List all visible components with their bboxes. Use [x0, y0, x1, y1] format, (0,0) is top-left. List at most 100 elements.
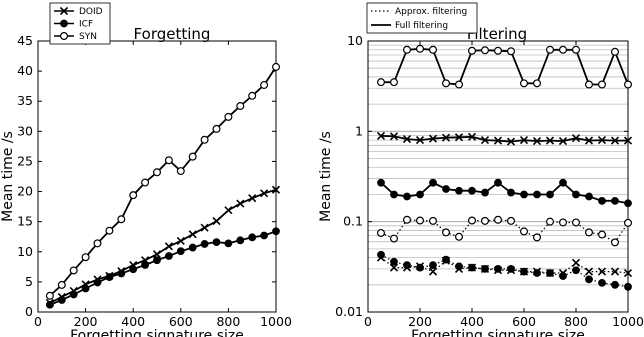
- data-point: [429, 216, 438, 225]
- legend-label: Full filtering: [395, 21, 448, 31]
- data-point: [200, 223, 209, 232]
- data-point: [442, 255, 450, 264]
- data-point: [402, 135, 412, 144]
- x-tick-label: 600: [169, 314, 193, 329]
- x-axis-label: Forgetting signature size: [70, 328, 244, 337]
- data-point: [152, 250, 162, 259]
- data-point: [377, 250, 385, 259]
- y-tick-label: 35: [17, 93, 33, 108]
- data-point: [57, 280, 66, 289]
- data-point: [610, 136, 620, 145]
- data-point: [105, 226, 114, 235]
- data-point: [441, 133, 451, 142]
- data-point: [164, 156, 173, 165]
- data-point: [597, 267, 607, 276]
- data-point: [176, 236, 185, 246]
- data-point: [377, 78, 386, 87]
- data-point: [532, 137, 542, 146]
- data-point: [610, 47, 619, 56]
- data-point: [45, 291, 54, 300]
- data-point: [429, 178, 437, 187]
- data-point: [597, 136, 607, 145]
- data-point: [468, 216, 477, 225]
- data-point: [571, 134, 581, 143]
- data-point: [224, 239, 233, 248]
- data-point: [533, 190, 541, 199]
- data-point: [236, 199, 245, 208]
- y-tick-label: 0.1: [343, 214, 363, 229]
- x-tick-label: 0: [364, 314, 372, 329]
- y-tick-label: 0: [25, 304, 33, 319]
- data-point: [46, 300, 54, 309]
- data-point: [57, 296, 66, 304]
- data-point: [248, 91, 257, 100]
- data-point: [494, 46, 503, 55]
- data-point: [559, 178, 567, 187]
- data-point: [69, 290, 78, 299]
- data-point: [188, 152, 197, 161]
- data-point: [559, 272, 567, 280]
- data-point: [93, 278, 102, 287]
- data-point: [584, 136, 594, 145]
- data-point: [623, 218, 632, 227]
- data-point: [212, 124, 221, 133]
- data-point: [506, 137, 516, 146]
- series-line-full-filtering-0: [381, 47, 629, 86]
- data-point: [236, 102, 245, 111]
- data-point: [520, 190, 528, 199]
- axes-frame: [367, 40, 629, 313]
- data-point: [188, 230, 197, 239]
- x-tick-label: 800: [564, 314, 588, 329]
- data-point: [442, 228, 451, 237]
- filtering-panel: 0 200 400 600 800 1000 0.01 0.1 1 10 Forgetting si…: [318, 2, 644, 337]
- data-point: [377, 228, 386, 237]
- data-point: [455, 232, 464, 241]
- data-point: [481, 216, 490, 225]
- data-point: [81, 253, 90, 262]
- data-point: [416, 263, 424, 272]
- data-point: [165, 252, 173, 260]
- data-point: [558, 218, 567, 227]
- x-tick-label: 200: [74, 314, 98, 329]
- data-point: [141, 178, 150, 187]
- data-point: [507, 188, 515, 197]
- data-point: [442, 79, 451, 88]
- y-tick-label: 25: [17, 153, 33, 168]
- y-tick-label: 45: [17, 33, 33, 48]
- data-point: [105, 273, 114, 281]
- x-axis-label: Forgetting signature size: [411, 328, 585, 337]
- legend-label: DOID: [79, 7, 103, 17]
- data-point: [164, 242, 173, 251]
- legend-label: Approx. filtering: [395, 7, 467, 17]
- data-point: [532, 233, 541, 242]
- data-point: [480, 136, 490, 145]
- data-point: [507, 216, 516, 225]
- data-point: [455, 80, 464, 89]
- x-tick-label: 800: [216, 314, 240, 329]
- legend-box: [366, 2, 478, 34]
- data-point: [389, 132, 399, 141]
- data-point: [248, 194, 257, 203]
- x-tick-label: 600: [512, 314, 536, 329]
- x-tick-label: 1000: [260, 314, 292, 329]
- data-point: [224, 112, 233, 121]
- data-point: [468, 46, 477, 55]
- data-point: [545, 136, 555, 145]
- data-point: [212, 216, 221, 226]
- data-point: [481, 46, 490, 55]
- data-point: [272, 227, 280, 236]
- data-point: [389, 263, 399, 272]
- data-point: [481, 188, 489, 197]
- data-point: [558, 45, 567, 54]
- data-point: [403, 215, 412, 224]
- data-point: [429, 261, 437, 270]
- x-tick-label: 0: [34, 314, 42, 329]
- data-point: [623, 80, 632, 89]
- data-point: [176, 167, 185, 176]
- y-tick-label: 10: [347, 33, 363, 48]
- data-point: [597, 230, 606, 239]
- data-point: [260, 231, 269, 240]
- data-point: [455, 186, 463, 195]
- series-line-syn: [49, 66, 277, 297]
